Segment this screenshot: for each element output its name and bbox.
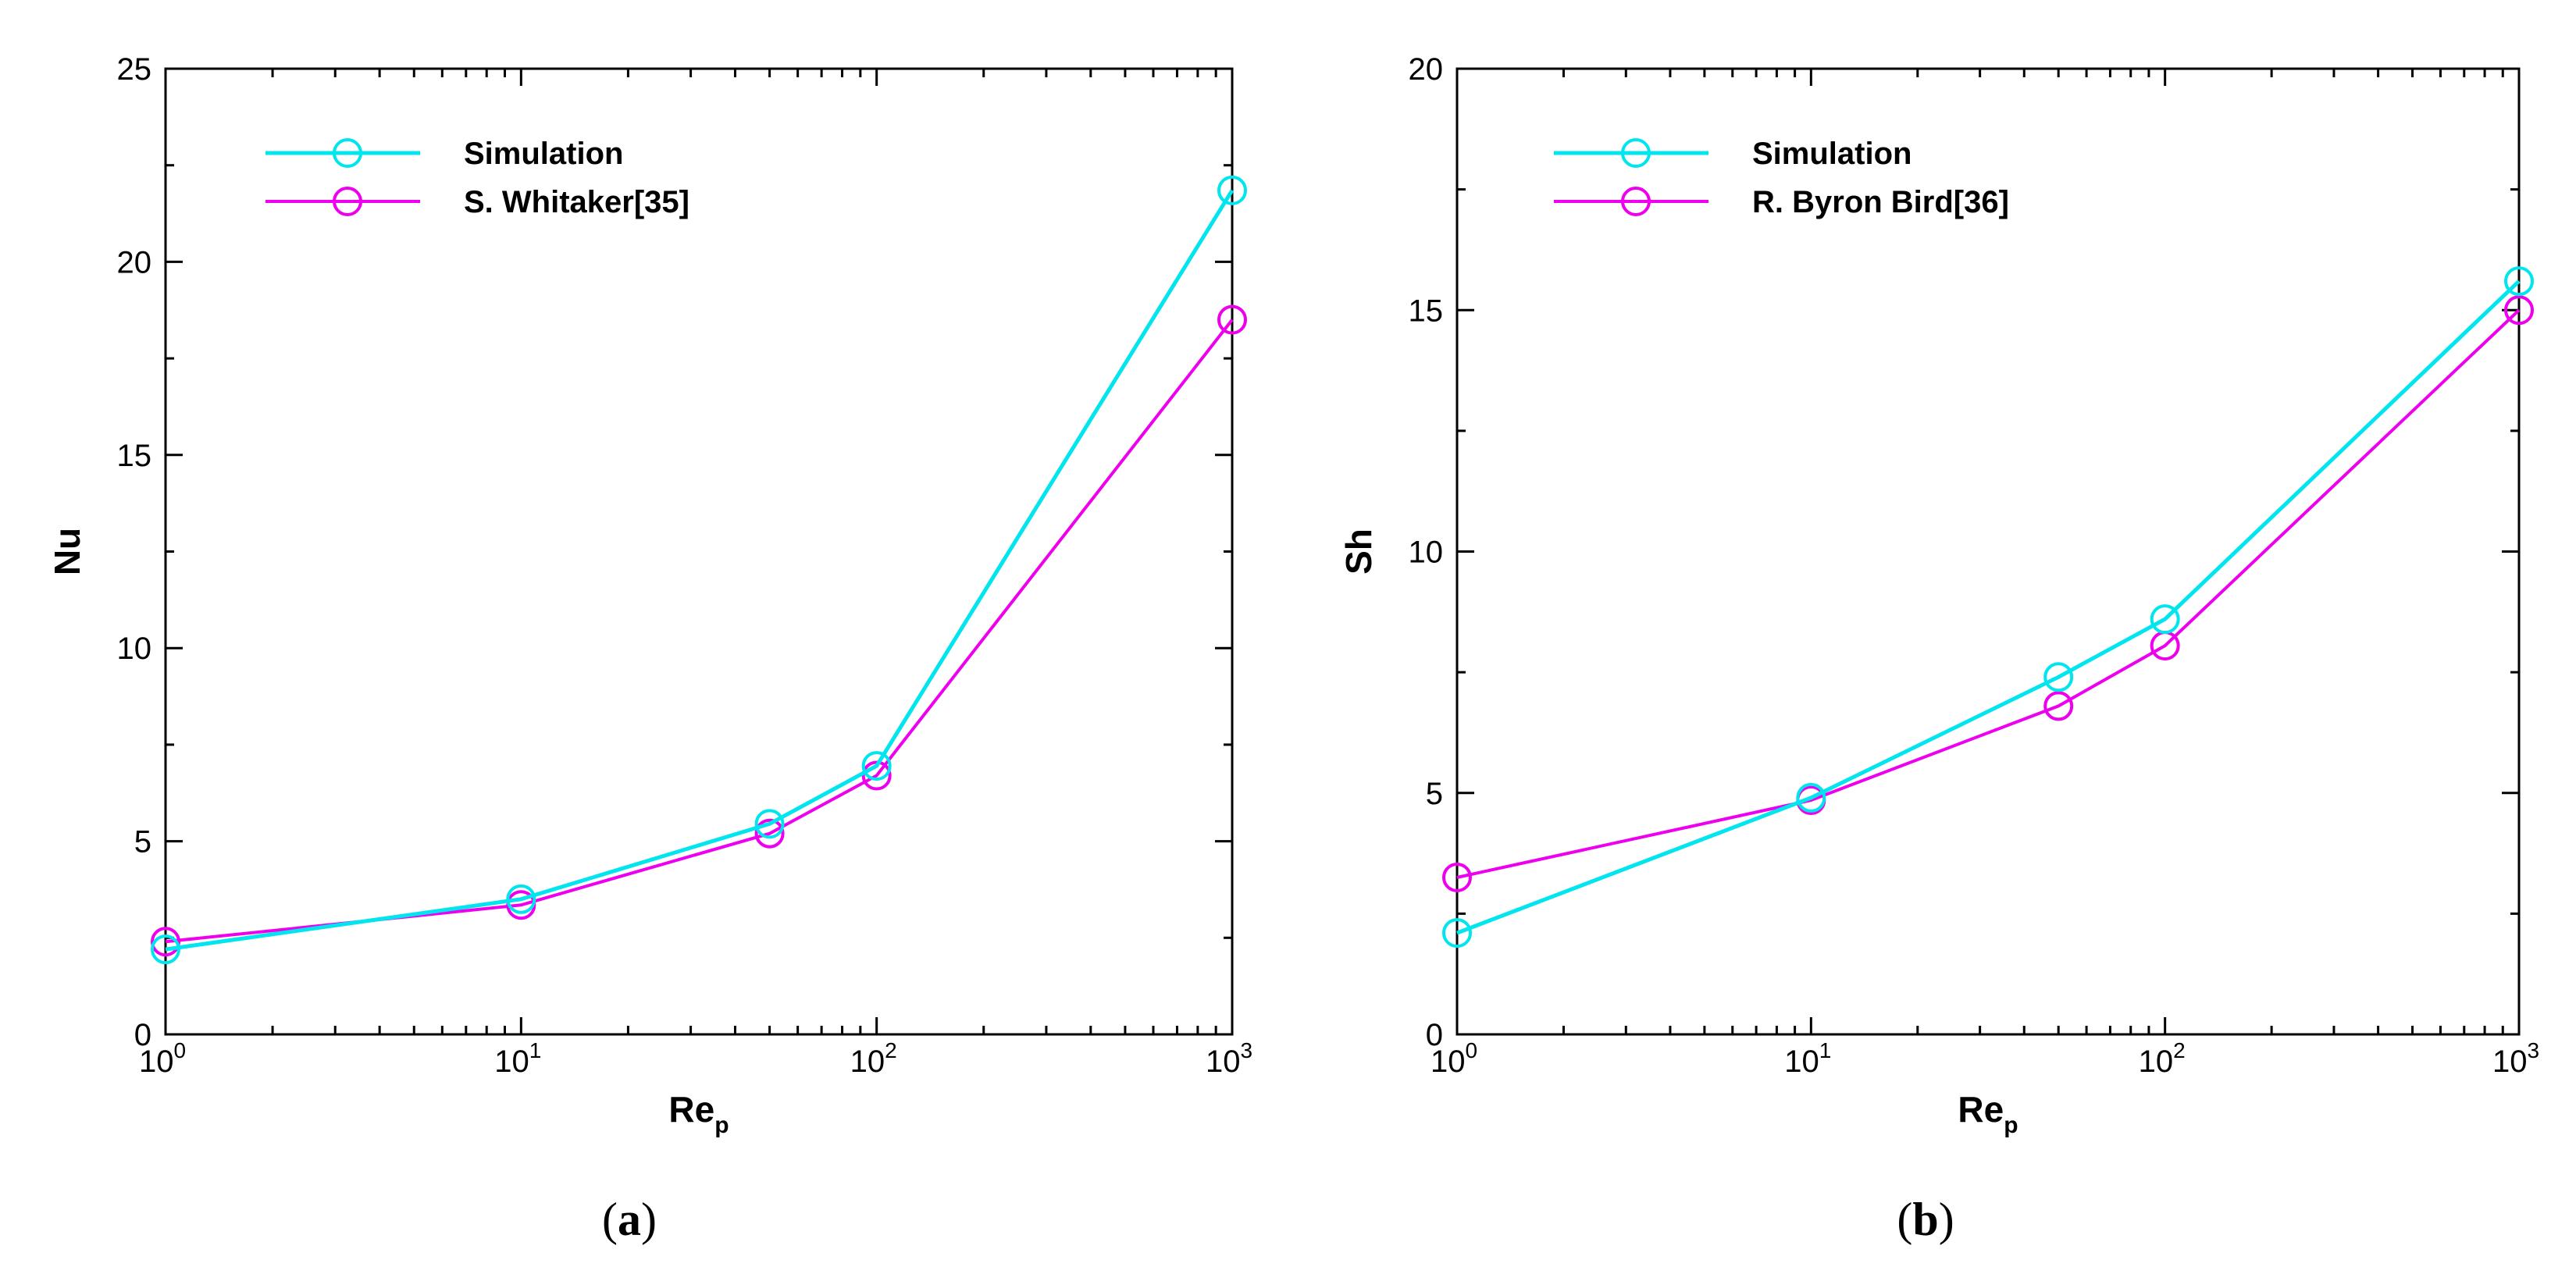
data-point [506,884,536,914]
legend-marker [333,187,362,216]
x-tick-label: 102 [2139,1038,2186,1079]
x-tick-exponent: 2 [885,1038,897,1062]
caption-letter: b [1912,1194,1938,1245]
legend-label: Simulation [464,137,623,171]
data-point [2504,295,2534,326]
x-axis-label-main: Re [668,1089,714,1130]
x-tick-base: 10 [139,1045,174,1079]
data-point [1217,175,1247,205]
panel-caption: (b) [1897,1194,1954,1245]
x-axis-label: Rep [1958,1089,2018,1138]
series-line-reference [165,319,1234,944]
x-axis-label: Rep [668,1089,729,1138]
x-tick-base: 10 [2492,1045,2528,1079]
data-point [2043,662,2074,692]
data-point [1442,862,1472,892]
y-tick-label: 10 [1409,536,1444,570]
data-point [754,809,785,839]
x-tick-label: 101 [494,1038,541,1079]
y-axis-label: Sh [1338,529,1379,575]
data-point [1217,304,1247,335]
legend-label: Simulation [1752,137,1912,171]
legend-label: S. Whitaker[35] [464,185,689,219]
caption-letter: a [618,1194,641,1245]
caption-close-paren: ) [1939,1194,1954,1245]
x-tick-label: 100 [139,1038,186,1079]
x-tick-label: 101 [1784,1038,1831,1079]
x-tick-exponent: 3 [1240,1038,1252,1062]
x-axis-label-sub: p [714,1112,729,1138]
y-tick-label: 25 [117,52,152,87]
data-point [2150,604,2180,635]
data-point [1796,782,1826,813]
x-tick-base: 10 [2139,1045,2174,1079]
data-point [861,751,892,781]
x-tick-label: 100 [1431,1038,1477,1079]
data-point [754,818,785,849]
x-tick-base: 10 [1784,1045,1819,1079]
x-tick-exponent: 1 [529,1038,542,1062]
legend-label: R. Byron Bird[36] [1752,185,2009,219]
caption-close-paren: ) [641,1194,657,1245]
legend-marker [1621,187,1651,216]
y-tick-label: 5 [1426,777,1443,811]
y-tick-label: 15 [117,439,152,473]
x-tick-exponent: 0 [1465,1038,1477,1062]
x-tick-base: 10 [1431,1045,1466,1079]
data-point [1442,918,1472,948]
data-point [151,934,180,965]
x-tick-base: 10 [850,1045,885,1079]
series-line-simulation [165,189,1235,952]
y-tick-label: 15 [1409,294,1444,328]
x-tick-exponent: 3 [2527,1038,2539,1062]
data-point [2043,691,2074,721]
x-axis-label-main: Re [1958,1089,2004,1130]
y-tick-label: 10 [117,632,152,666]
y-axis-label: Nu [47,528,87,575]
plot-frame [164,67,1234,1036]
y-tick-label: 0 [134,1018,151,1052]
caption-open-paren: ( [602,1194,618,1245]
y-tick-label: 5 [134,825,151,859]
x-axis-label-sub: p [2004,1112,2018,1138]
legend-marker [333,138,362,168]
x-tick-exponent: 2 [2173,1038,2186,1062]
x-tick-exponent: 0 [173,1038,186,1062]
x-tick-base: 10 [494,1045,529,1079]
data-point [151,927,180,957]
panel-caption: (a) [602,1194,657,1245]
series-line-reference [1456,308,2521,879]
caption-open-paren: ( [1897,1194,1912,1245]
x-tick-label: 103 [1206,1038,1252,1079]
x-tick-label: 102 [850,1038,897,1079]
y-tick-label: 0 [1426,1018,1443,1052]
data-point [2504,266,2534,297]
x-tick-label: 103 [2492,1038,2539,1079]
y-tick-label: 20 [1409,52,1444,87]
x-tick-exponent: 1 [1819,1038,1832,1062]
legend-marker [1621,138,1651,168]
x-tick-base: 10 [1206,1045,1241,1079]
series-line-simulation [1456,279,2521,935]
y-tick-label: 20 [117,245,152,279]
